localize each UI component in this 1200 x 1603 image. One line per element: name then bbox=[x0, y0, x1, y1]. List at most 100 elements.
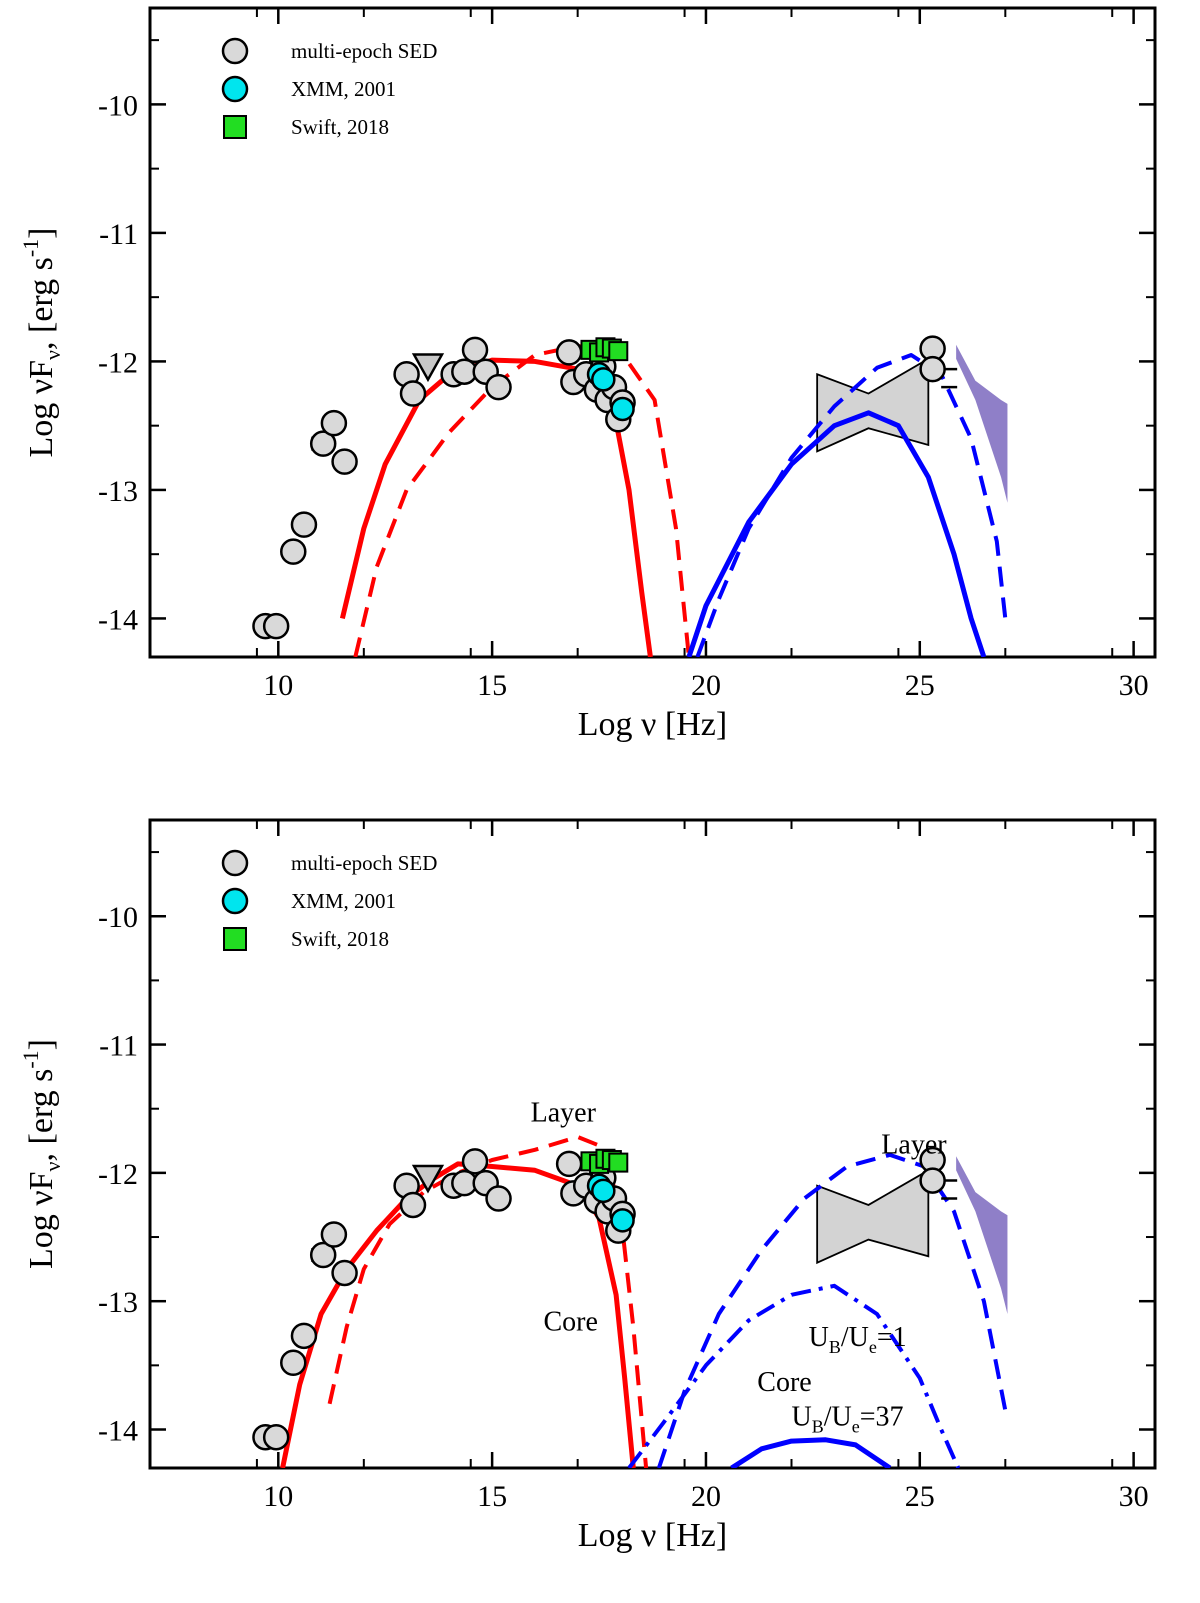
y-axis-label: Log νFν, [erg s-1] bbox=[18, 1039, 65, 1269]
y-axis-label-part: ] bbox=[23, 1039, 60, 1050]
y-axis-label-part: Log νF bbox=[23, 1171, 60, 1269]
model-curve-ic-dashed bbox=[695, 353, 1008, 657]
sed-data-point bbox=[399, 1191, 427, 1219]
x-tick-label: 15 bbox=[477, 669, 507, 702]
model-curve-core-sync-solid bbox=[280, 1161, 636, 1468]
sed-data-point bbox=[280, 538, 307, 565]
y-axis-label-part: Log νF bbox=[23, 360, 60, 458]
legend-label: Swift, 2018 bbox=[291, 115, 389, 139]
y-tick-label: -14 bbox=[98, 603, 138, 636]
plot-frame bbox=[148, 6, 1157, 659]
y-axis-label-part: ν bbox=[40, 1161, 65, 1171]
x-axis-label: Log ν [Hz] bbox=[578, 1517, 727, 1554]
annotation-label: Core bbox=[543, 1307, 597, 1338]
sed-data-point bbox=[309, 430, 337, 457]
y-axis-label-part: -1 bbox=[18, 239, 43, 257]
x-tick-label: 25 bbox=[905, 669, 935, 702]
y-axis-label-part: ν bbox=[40, 350, 65, 360]
model-curve-ic-solid bbox=[686, 410, 987, 657]
x-tick-label: 20 bbox=[691, 669, 721, 702]
fermi-bowtie bbox=[816, 1168, 930, 1265]
sed-data-point bbox=[262, 612, 290, 640]
sed-data-point bbox=[555, 1150, 583, 1178]
swift-data-point bbox=[608, 1152, 629, 1173]
annotation-part: U bbox=[809, 1322, 829, 1353]
x-tick-label: 25 bbox=[905, 1480, 935, 1513]
sed-data-point bbox=[485, 373, 512, 401]
model-curve-core-ic-solid-ub37 bbox=[730, 1437, 892, 1468]
legend-label: multi-epoch SED bbox=[291, 39, 437, 63]
sed-data-point bbox=[290, 511, 318, 538]
annotation-part: /U bbox=[824, 1402, 852, 1433]
sed-data-point bbox=[331, 1259, 358, 1287]
sed-data-point bbox=[262, 1423, 290, 1451]
annotation-label: Core bbox=[757, 1367, 811, 1398]
annotation-part: /U bbox=[841, 1322, 869, 1353]
annotation-label: Layer bbox=[881, 1130, 947, 1161]
annotation-label: UB/Ue=1 bbox=[809, 1322, 907, 1357]
sed-data-point bbox=[280, 1349, 307, 1377]
y-tick-label: -11 bbox=[99, 1030, 138, 1063]
annotation-part: =37 bbox=[860, 1402, 904, 1433]
legend-marker bbox=[221, 849, 249, 877]
sed-data-point bbox=[331, 448, 358, 475]
sed-data-point bbox=[919, 1167, 946, 1194]
legend-label: multi-epoch SED bbox=[291, 851, 437, 875]
xmm-data-point bbox=[610, 396, 635, 422]
upper-limit-marker bbox=[411, 1164, 445, 1194]
legend-marker bbox=[223, 927, 247, 951]
model-curve-layer-ic-dashed bbox=[657, 1152, 1008, 1468]
legend-label: XMM, 2001 bbox=[291, 77, 396, 101]
y-axis-label-part: , [erg s bbox=[23, 1069, 60, 1162]
legend-label: XMM, 2001 bbox=[291, 889, 396, 913]
bottom-panel: 10 15 20 25 30 -14 -13 -12 -11 -10 Log ν [Hz] Log ν… bbox=[18, 818, 1157, 1554]
y-tick-label: -10 bbox=[98, 901, 138, 934]
y-tick-label: -12 bbox=[98, 1158, 138, 1191]
annotation-part: B bbox=[812, 1417, 824, 1437]
sed-data-point bbox=[919, 355, 946, 383]
sed-data-point bbox=[309, 1241, 337, 1269]
annotation-part: =1 bbox=[877, 1322, 907, 1353]
plot-area bbox=[252, 335, 1008, 657]
y-tick-label: -11 bbox=[99, 218, 138, 251]
xmm-data-point bbox=[591, 367, 616, 392]
annotation-label: Layer bbox=[531, 1098, 597, 1129]
sed-data-point bbox=[461, 336, 489, 364]
legend-marker bbox=[221, 887, 249, 915]
legend-marker bbox=[223, 115, 247, 139]
y-axis-label: Log νFν, [erg s-1] bbox=[18, 227, 65, 457]
swift-data-point bbox=[608, 341, 629, 362]
sed-data-point bbox=[485, 1185, 512, 1212]
y-axis-label-part: , [erg s bbox=[23, 257, 60, 350]
model-curve-synchrotron-solid bbox=[339, 357, 653, 657]
annotation-part: e bbox=[852, 1417, 860, 1437]
plot-area bbox=[252, 1134, 1008, 1468]
x-tick-label: 10 bbox=[263, 669, 293, 702]
model-curve-core-ic-dashdot-ub1 bbox=[627, 1283, 961, 1468]
sed-data-point bbox=[320, 409, 348, 437]
tev-spectrum-band bbox=[956, 1156, 1008, 1315]
x-tick-label: 30 bbox=[1119, 1480, 1149, 1513]
xmm-data-point bbox=[591, 1178, 616, 1204]
y-tick-label: -10 bbox=[98, 89, 138, 122]
sed-data-point bbox=[399, 380, 427, 407]
y-axis-label-part: -1 bbox=[18, 1050, 43, 1068]
upper-limit-marker bbox=[411, 353, 445, 383]
annotation-label: UB/Ue=37 bbox=[791, 1402, 903, 1437]
legend-marker bbox=[221, 37, 249, 65]
y-tick-label: -13 bbox=[98, 1286, 138, 1319]
x-tick-label: 30 bbox=[1119, 669, 1149, 702]
annotation-part: e bbox=[869, 1337, 877, 1357]
sed-data-point bbox=[555, 339, 583, 366]
annotation-part: U bbox=[791, 1402, 811, 1433]
sed-data-point bbox=[461, 1148, 489, 1175]
y-tick-label: -12 bbox=[98, 346, 138, 379]
y-tick-label: -13 bbox=[98, 475, 138, 508]
x-tick-label: 10 bbox=[263, 1480, 293, 1513]
plot-frame bbox=[148, 818, 1157, 1470]
annotation-part: B bbox=[829, 1337, 841, 1357]
legend-label: Swift, 2018 bbox=[291, 927, 389, 951]
sed-data-point bbox=[320, 1221, 348, 1248]
y-axis-label-part: ] bbox=[23, 227, 60, 238]
